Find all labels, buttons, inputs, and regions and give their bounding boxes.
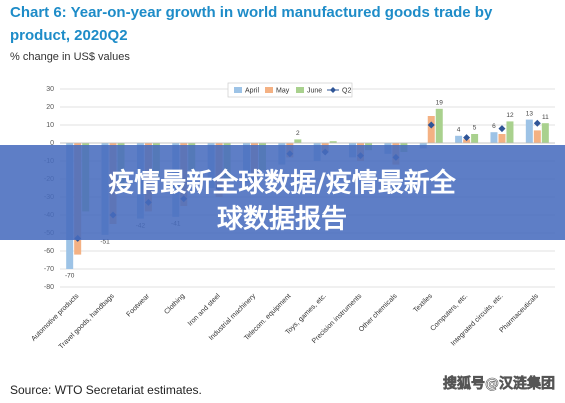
legend-swatch xyxy=(234,87,242,93)
y-tick-label: -60 xyxy=(44,248,54,255)
data-label: -70 xyxy=(65,273,75,280)
bar xyxy=(490,132,498,143)
x-tick-label: Iron and steel xyxy=(187,292,222,327)
bar xyxy=(294,139,302,143)
watermark: 搜狐号@汉涟集团 xyxy=(443,375,555,392)
legend-label: April xyxy=(245,87,259,94)
chart-title: product, 2020Q2 xyxy=(10,27,128,44)
bar xyxy=(455,135,463,143)
chart-subtitle: % change in US$ values xyxy=(10,51,130,63)
data-label: 13 xyxy=(526,110,534,117)
bar xyxy=(471,134,479,143)
legend-label: Q2 xyxy=(342,87,351,94)
data-label: 11 xyxy=(542,114,549,121)
legend-label: June xyxy=(307,87,322,94)
data-label: -51 xyxy=(100,239,110,246)
y-tick-label: 0 xyxy=(50,140,54,147)
data-label: 4 xyxy=(457,127,461,134)
x-tick-label: Pharmaceuticals xyxy=(498,292,540,334)
x-tick-label: Clothing xyxy=(163,293,186,316)
chart-title: Chart 6: Year-on-year growth in world ma… xyxy=(10,4,493,21)
bar xyxy=(525,119,533,143)
x-tick-label: Footwear xyxy=(126,292,152,318)
bar xyxy=(427,116,435,143)
legend-label: May xyxy=(276,87,290,94)
legend-box xyxy=(227,82,353,98)
y-tick-label: 20 xyxy=(46,104,54,111)
y-tick-label: -70 xyxy=(44,266,54,273)
legend-marker xyxy=(330,87,336,93)
source-note: Source: WTO Secretariat estimates. xyxy=(10,383,202,397)
y-tick-label: 10 xyxy=(46,122,54,129)
bar xyxy=(498,134,506,143)
y-tick-label: 30 xyxy=(46,86,54,93)
q2-marker xyxy=(498,125,506,133)
q2-marker xyxy=(533,119,541,127)
x-tick-label: Computers, etc. xyxy=(429,293,469,333)
q2-marker xyxy=(427,121,435,129)
data-label: 2 xyxy=(296,130,300,137)
bar xyxy=(533,130,541,143)
bar xyxy=(541,123,549,143)
y-tick-label: -80 xyxy=(44,284,54,291)
bar xyxy=(506,121,514,143)
data-label: 5 xyxy=(473,125,477,132)
overlay-text: 球数据报告 xyxy=(217,204,347,235)
bar xyxy=(463,139,471,143)
legend-swatch xyxy=(265,87,273,93)
overlay-text: 疫情最新全球数据/疫情最新全 xyxy=(108,168,456,199)
x-tick-label: Other chemicals xyxy=(358,292,399,333)
legend-swatch xyxy=(296,87,304,93)
data-label: 19 xyxy=(436,100,444,107)
data-label: 12 xyxy=(506,112,514,119)
bar xyxy=(435,108,443,143)
data-label: 6 xyxy=(492,123,496,130)
bar xyxy=(329,141,337,143)
x-tick-label: Textiles xyxy=(413,292,435,314)
q2-marker xyxy=(463,134,471,142)
overlay-banner xyxy=(0,145,565,240)
